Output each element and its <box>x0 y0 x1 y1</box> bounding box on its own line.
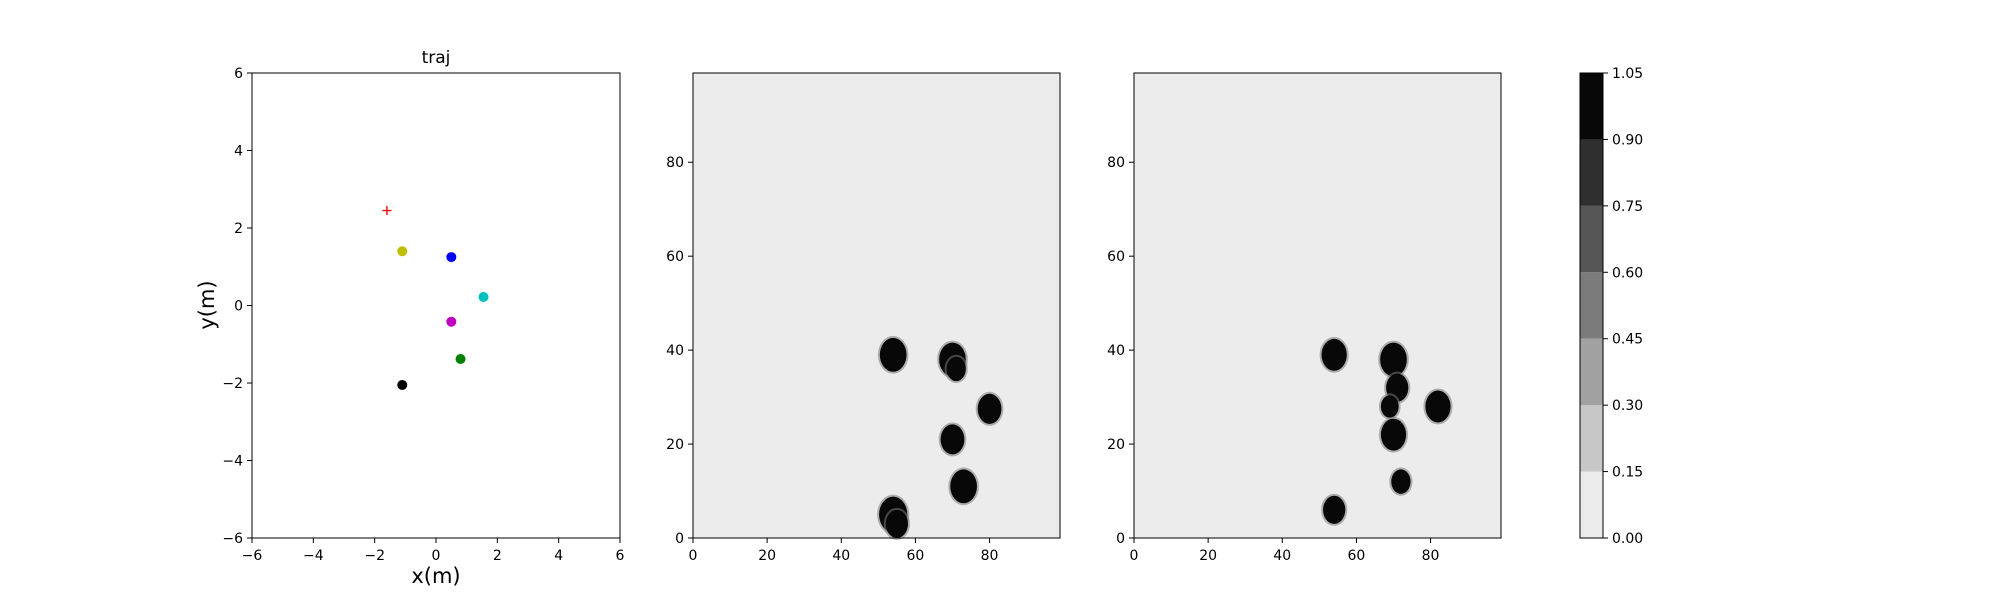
colorbar-tick-label: 0.00 <box>1612 531 1643 547</box>
heatmap-1-axes-frame <box>692 72 1061 539</box>
heatmap-2-x-tick-label: 40 <box>1273 548 1291 564</box>
heatmap-1-blob <box>975 391 1004 426</box>
colorbar-band <box>1580 405 1603 472</box>
heatmap-1-x-tick-label: 40 <box>832 548 850 564</box>
heatmap-2-blob <box>1423 388 1453 425</box>
colorbar-band <box>1580 338 1603 406</box>
heatmap-2-y-tick-label: 0 <box>1116 531 1125 547</box>
traj-x-tick-label: −2 <box>364 548 385 564</box>
colorbar-band <box>1580 73 1603 140</box>
heatmap-1-x-ticks: 0 20 40 60 80 <box>689 538 999 564</box>
heatmap-1-blob <box>948 467 979 506</box>
colorbar: 0.00 0.15 0.30 0.45 0.60 0.75 0.90 1.05 <box>1579 66 1643 547</box>
traj-point-3 <box>478 291 489 302</box>
heatmap-1-y-tick-label: 20 <box>666 437 684 453</box>
colorbar-band <box>1580 205 1603 273</box>
traj-panel: traj −6 −4 −2 0 2 4 6 −6 −4 −2 0 2 4 6 x(m) y(m) <box>195 48 625 588</box>
heatmap-2-blob <box>1378 393 1401 420</box>
traj-x-axis-title: x(m) <box>411 564 460 588</box>
traj-markers <box>382 206 489 390</box>
heatmap-2-blob <box>1319 336 1349 373</box>
traj-x-tick-label: 6 <box>616 548 625 564</box>
heatmap-1-blob <box>944 354 968 384</box>
heatmap-2-y-tick-label: 20 <box>1107 437 1125 453</box>
traj-x-tick-label: −4 <box>303 548 324 564</box>
traj-y-tick-label: −4 <box>222 454 243 470</box>
heatmap-2-y-ticks: 0 20 40 60 80 <box>1107 155 1134 547</box>
colorbar-tick-label: 0.15 <box>1612 465 1643 481</box>
colorbar-bands <box>1580 73 1603 538</box>
traj-y-tick-label: −2 <box>222 376 243 392</box>
heatmap-2-x-tick-label: 60 <box>1348 548 1366 564</box>
colorbar-tick-label: 0.60 <box>1612 265 1643 281</box>
colorbar-tick-label: 1.05 <box>1612 66 1643 82</box>
heatmap-2-x-tick-label: 0 <box>1130 548 1139 564</box>
traj-y-tick-label: 2 <box>234 221 243 237</box>
heatmap-1-x-tick-label: 60 <box>907 548 925 564</box>
traj-title: traj <box>422 48 451 68</box>
traj-point-6 <box>397 379 408 390</box>
traj-point-4 <box>446 316 457 327</box>
heatmap-1-y-tick-label: 60 <box>666 249 684 265</box>
traj-point-1 <box>397 246 408 257</box>
heatmap-2-blob <box>1321 493 1348 526</box>
heatmap-2-x-tick-label: 20 <box>1199 548 1217 564</box>
heatmap-2-y-tick-label: 80 <box>1107 155 1125 171</box>
heatmap-1-x-tick-label: 80 <box>981 548 999 564</box>
heatmap-1-y-ticks: 0 20 40 60 80 <box>666 155 693 547</box>
traj-y-tick-label: 0 <box>234 299 243 315</box>
traj-x-tick-label: −6 <box>242 548 263 564</box>
traj-y-tick-label: 6 <box>234 66 243 82</box>
traj-point-2 <box>446 252 457 263</box>
heatmap-1-blob <box>883 507 911 540</box>
colorbar-ticks: 0.00 0.15 0.30 0.45 0.60 0.75 0.90 1.05 <box>1603 66 1643 547</box>
traj-axes-frame <box>251 72 621 539</box>
heatmap-2-blob <box>1378 416 1409 453</box>
colorbar-tick-label: 0.30 <box>1612 398 1643 414</box>
traj-x-ticks: −6 −4 −2 0 2 4 6 <box>242 538 625 564</box>
colorbar-band <box>1580 471 1603 538</box>
heatmap-2-y-tick-label: 40 <box>1107 343 1125 359</box>
heatmap-2-blobs <box>1319 336 1453 526</box>
colorbar-tick-label: 0.45 <box>1612 332 1643 348</box>
heatmap-2-x-tick-label: 80 <box>1422 548 1440 564</box>
colorbar-tick-label: 0.90 <box>1612 132 1643 148</box>
heatmap-2-blob <box>1389 467 1413 496</box>
heatmap-2-y-tick-label: 60 <box>1107 249 1125 265</box>
heatmap-2-x-ticks: 0 20 40 60 80 <box>1130 538 1440 564</box>
heatmap-2-blob <box>1378 340 1409 379</box>
heatmap-2-background <box>1134 73 1501 538</box>
colorbar-frame <box>1579 72 1604 539</box>
traj-plus-marker <box>382 206 392 216</box>
colorbar-tick-label: 0.75 <box>1612 199 1643 215</box>
traj-y-tick-label: −6 <box>222 531 243 547</box>
heatmap-1-blobs <box>877 335 1004 540</box>
heatmap-1-x-tick-label: 20 <box>758 548 776 564</box>
traj-x-tick-label: 4 <box>554 548 563 564</box>
heatmap-1-blob <box>938 422 967 457</box>
heatmap-panel-1: 0 20 40 60 80 0 20 40 60 80 <box>666 72 1061 564</box>
heatmap-panel-2: 0 20 40 60 80 0 20 40 60 80 <box>1107 72 1502 564</box>
colorbar-band <box>1580 272 1603 339</box>
traj-y-tick-label: 4 <box>234 144 243 160</box>
heatmap-1-y-tick-label: 40 <box>666 343 684 359</box>
heatmap-1-blob <box>877 335 909 374</box>
traj-y-ticks: −6 −4 −2 0 2 4 6 <box>222 66 252 547</box>
traj-x-tick-label: 2 <box>493 548 502 564</box>
traj-y-axis-title: y(m) <box>195 280 219 329</box>
traj-x-tick-label: 0 <box>432 548 441 564</box>
heatmap-1-background <box>693 73 1060 538</box>
colorbar-band <box>1580 139 1603 206</box>
heatmap-2-axes-frame <box>1133 72 1502 539</box>
traj-point-5 <box>455 353 466 364</box>
heatmap-1-y-tick-label: 80 <box>666 155 684 171</box>
heatmap-1-y-tick-label: 0 <box>675 531 684 547</box>
heatmap-1-x-tick-label: 0 <box>689 548 698 564</box>
